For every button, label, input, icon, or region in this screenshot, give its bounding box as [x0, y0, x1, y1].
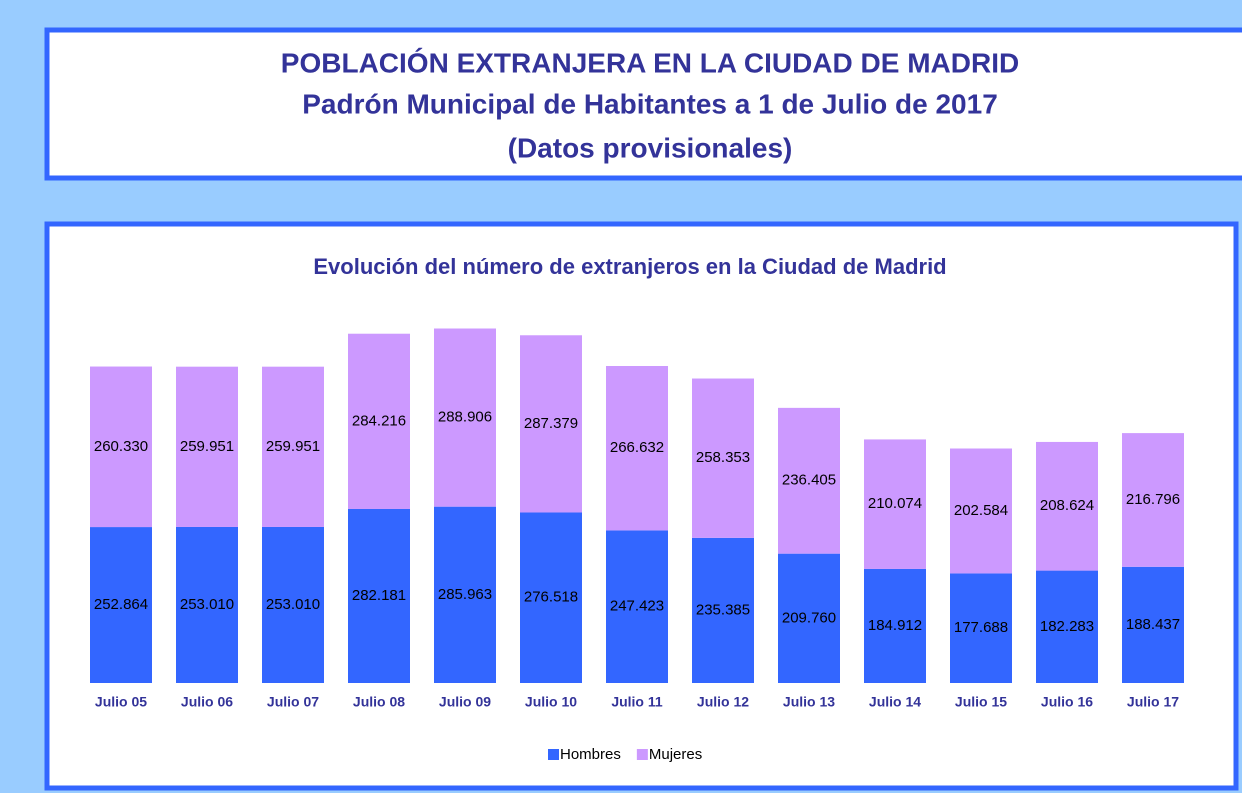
bar-segment — [262, 526, 324, 683]
data-label: 258.353 — [696, 449, 750, 466]
data-label: 184.912 — [868, 617, 922, 634]
data-label: 284.216 — [352, 412, 406, 429]
data-label: 235.385 — [696, 601, 750, 618]
bar-segment — [950, 448, 1012, 574]
bar-segment — [1036, 570, 1098, 683]
bar-segment — [434, 506, 496, 683]
bar-segment — [778, 553, 840, 683]
data-label: 252.864 — [94, 596, 148, 613]
x-tick-label: Julio 13 — [783, 694, 835, 710]
data-label: 177.688 — [954, 619, 1008, 636]
bar-segment — [434, 328, 496, 507]
data-label: 247.423 — [610, 598, 664, 615]
data-label: 276.518 — [524, 589, 578, 606]
x-tick-label: Julio 11 — [611, 694, 663, 710]
data-label: 202.584 — [954, 502, 1008, 519]
data-label: 210.074 — [868, 495, 922, 512]
x-tick-label: Julio 06 — [181, 694, 233, 710]
x-tick-label: Julio 09 — [439, 694, 491, 710]
x-tick-label: Julio 07 — [267, 694, 319, 710]
data-label: 282.181 — [352, 587, 406, 604]
data-label: 287.379 — [524, 415, 578, 432]
data-label: 288.906 — [438, 409, 492, 426]
data-label: 253.010 — [180, 596, 234, 613]
x-tick-label: Julio 12 — [697, 694, 749, 710]
bar-segment — [606, 365, 668, 531]
header-subtitle: Padrón Municipal de Habitantes a 1 de Ju… — [302, 88, 998, 119]
bar-segment — [606, 530, 668, 683]
legend-label: Hombres — [560, 746, 621, 763]
data-label: 266.632 — [610, 439, 664, 456]
x-tick-label: Julio 05 — [95, 694, 147, 710]
data-label: 216.796 — [1126, 491, 1180, 508]
bar-segment — [950, 573, 1012, 683]
bar-segment — [262, 366, 324, 527]
bar-segment — [520, 335, 582, 513]
data-label: 260.330 — [94, 438, 148, 455]
bar-segment — [348, 333, 410, 509]
bar-segment — [176, 366, 238, 527]
bar-segment — [90, 366, 152, 528]
chart-title: Evolución del número de extranjeros en l… — [313, 254, 946, 279]
bar-segment — [1036, 441, 1098, 571]
data-label: 259.951 — [180, 438, 234, 455]
legend-swatch — [548, 749, 559, 760]
data-label: 259.951 — [266, 438, 320, 455]
data-label: 209.760 — [782, 609, 836, 626]
header-note: (Datos provisionales) — [508, 132, 793, 163]
data-label: 285.963 — [438, 586, 492, 603]
data-label: 208.624 — [1040, 497, 1094, 514]
header-title: POBLACIÓN EXTRANJERA EN LA CIUDAD DE MAD… — [281, 47, 1019, 78]
data-label: 236.405 — [782, 472, 836, 489]
header-box — [44, 27, 1242, 181]
bar-segment — [692, 378, 754, 538]
x-tick-label: Julio 08 — [353, 694, 405, 710]
x-tick-label: Julio 17 — [1127, 694, 1179, 710]
bar-segment — [348, 508, 410, 683]
x-tick-label: Julio 16 — [1041, 694, 1093, 710]
legend-label: Mujeres — [649, 746, 702, 763]
legend-swatch — [636, 749, 648, 760]
data-label: 188.437 — [1126, 616, 1180, 633]
x-tick-label: Julio 10 — [525, 694, 577, 710]
bar-segment — [176, 526, 238, 683]
bar-segment — [864, 439, 926, 569]
data-label: 253.010 — [266, 596, 320, 613]
x-tick-label: Julio 14 — [869, 694, 921, 710]
bar-segment — [1122, 433, 1184, 567]
bar-segment — [864, 568, 926, 683]
bar-segment — [778, 407, 840, 554]
bar-segment — [1122, 566, 1184, 683]
data-label: 182.283 — [1040, 618, 1094, 635]
bar-segment — [692, 537, 754, 683]
x-tick-label: Julio 15 — [955, 694, 1007, 710]
bar-segment — [520, 512, 582, 683]
bar-segment — [90, 527, 152, 683]
